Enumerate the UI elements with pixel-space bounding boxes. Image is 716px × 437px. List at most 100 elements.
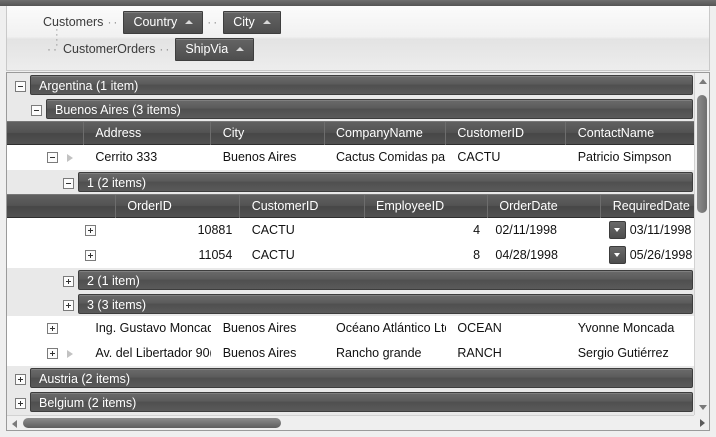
sort-ascending-icon	[262, 20, 271, 24]
table-row[interactable]: 11054 CACTU 8 04/28/1998 05/26/1998	[7, 243, 694, 268]
plus-box-icon[interactable]	[47, 348, 58, 359]
horizontal-scrollbar[interactable]	[7, 415, 694, 430]
group-row-shipvia-3: 3 (3 items)	[7, 292, 694, 316]
cell-requireddate: 05/26/1998	[629, 248, 693, 262]
outer-column-header-companyname[interactable]: CompanyName	[328, 122, 447, 145]
cell-city: Buenos Aires	[222, 150, 297, 164]
group-header-belgium[interactable]: Belgium (2 items)	[30, 392, 693, 412]
minus-box-icon[interactable]	[47, 152, 58, 163]
cell-contactname: Patricio Simpson	[577, 150, 672, 164]
group-field-country-label: Country	[133, 15, 178, 29]
scroll-right-arrow-icon[interactable]	[700, 419, 705, 427]
cell-orderdate: 04/28/1998	[495, 248, 558, 262]
group-connector-dots: ··	[107, 15, 120, 29]
minus-box-icon[interactable]	[63, 178, 74, 189]
horizontal-scroll-thumb[interactable]	[23, 418, 281, 428]
group-row-country-brazil: Brazil (9 items)	[7, 414, 694, 415]
cell-customerid: OCEAN	[457, 321, 502, 335]
group-row-shipvia-1: 1 (2 items)	[7, 170, 694, 194]
cell-companyname: Cactus Comidas para	[336, 150, 447, 164]
data-grid-body: Argentina (1 item) Buenos Aires (3 items…	[7, 73, 694, 415]
group-header-buenos-aires[interactable]: Buenos Aires (3 items)	[46, 99, 693, 119]
group-field-shipvia-label: ShipVia	[185, 42, 229, 56]
minus-box-icon[interactable]	[31, 105, 42, 116]
outer-column-header-customerid[interactable]: CustomerID	[449, 122, 567, 145]
plus-box-icon[interactable]	[85, 250, 96, 261]
row-indicator-cell	[78, 218, 116, 242]
plus-box-icon[interactable]	[47, 323, 58, 334]
group-header-shipvia-1[interactable]: 1 (2 items)	[78, 172, 693, 192]
group-header-shipvia-3[interactable]: 3 (3 items)	[78, 294, 693, 314]
group-row-country-austria: Austria (2 items)	[7, 366, 694, 390]
data-grid: Argentina (1 item) Buenos Aires (3 items…	[6, 72, 710, 431]
table-row[interactable]: 10881 CACTU 4 02/11/1998 03/11/1998	[7, 218, 694, 243]
group-row-country-argentina: Argentina (1 item)	[7, 73, 694, 97]
group-row-city-buenos-aires: Buenos Aires (3 items)	[7, 97, 694, 121]
cell-requireddate-wrap[interactable]: 05/26/1998	[605, 243, 694, 267]
scrollbar-corner	[694, 415, 709, 430]
group-row-customers: Customers ·· Country ·· City	[43, 10, 281, 34]
group-field-city[interactable]: City	[223, 10, 281, 34]
group-field-shipvia[interactable]: ShipVia	[175, 37, 255, 61]
group-header-shipvia-2[interactable]: 2 (1 item)	[78, 270, 693, 290]
outer-column-header-contactname[interactable]: ContactName	[570, 122, 694, 145]
scroll-down-arrow-icon[interactable]	[699, 405, 707, 410]
cell-employeeid: 8	[473, 248, 481, 262]
cell-employeeid: 4	[473, 223, 481, 237]
group-row-country-belgium: Belgium (2 items)	[7, 390, 694, 414]
inner-column-header-row: OrderID CustomerID EmployeeID OrderDate …	[7, 194, 694, 218]
inner-column-header-requireddate[interactable]: RequiredDate	[605, 195, 694, 218]
plus-box-icon[interactable]	[63, 300, 74, 311]
cell-requireddate: 03/11/1998	[629, 223, 692, 237]
group-row-shipvia-2: 2 (1 item)	[7, 268, 694, 292]
cell-address: Cerrito 333	[95, 150, 158, 164]
cell-address: Ing. Gustavo Moncad	[95, 321, 212, 335]
cell-customerid: CACTU	[457, 150, 501, 164]
plus-box-icon[interactable]	[85, 225, 96, 236]
cell-companyname: Rancho grande	[336, 346, 422, 360]
row-triangle-icon	[67, 154, 73, 162]
vertical-scrollbar[interactable]	[694, 73, 709, 415]
group-header-austria[interactable]: Austria (2 items)	[30, 368, 693, 388]
group-header-argentina[interactable]: Argentina (1 item)	[30, 75, 693, 95]
minus-box-icon[interactable]	[15, 81, 26, 92]
chevron-down-icon[interactable]	[608, 220, 626, 239]
cell-orderid: 10881	[197, 223, 233, 237]
cell-contactname: Yvonne Moncada	[577, 321, 675, 335]
group-by-panel: · · · · Customers ·· Country ·· City ·· Cus…	[6, 6, 710, 71]
scroll-left-arrow-icon[interactable]	[12, 420, 17, 428]
group-connector-dots: ··	[47, 42, 59, 56]
cell-customerid: CACTU	[251, 223, 295, 237]
outer-column-header-address[interactable]: Address	[87, 122, 212, 145]
group-field-country[interactable]: Country	[123, 10, 204, 34]
row-indicator-cell	[78, 243, 116, 267]
plus-box-icon[interactable]	[15, 374, 26, 385]
group-connector-dots: ··	[159, 42, 172, 56]
window-top-strip	[0, 0, 716, 6]
cell-requireddate-wrap[interactable]: 03/11/1998	[605, 218, 694, 242]
chevron-down-icon[interactable]	[608, 245, 626, 264]
group-connector-dots: ··	[207, 15, 220, 29]
table-row[interactable]: Ing. Gustavo Moncad Buenos Aires Océano …	[7, 316, 694, 341]
cell-orderid: 11054	[198, 248, 233, 262]
inner-column-header-orderid[interactable]: OrderID	[119, 195, 241, 218]
row-triangle-icon	[67, 350, 73, 358]
outer-column-header-row: Address City CompanyName CustomerID Cont…	[7, 121, 694, 145]
table-row[interactable]: Cerrito 333 Buenos Aires Cactus Comidas …	[7, 145, 694, 170]
group-field-city-label: City	[233, 15, 255, 29]
scroll-up-arrow-icon[interactable]	[699, 79, 707, 84]
plus-box-icon[interactable]	[15, 398, 26, 409]
inner-column-header-customerid[interactable]: CustomerID	[244, 195, 365, 218]
table-row[interactable]: Av. del Libertador 90( Buenos Aires Ranc…	[7, 341, 694, 366]
inner-column-header-employeeid[interactable]: EmployeeID	[368, 195, 489, 218]
cell-customerid: RANCH	[457, 346, 502, 360]
vertical-scroll-thumb[interactable]	[697, 95, 707, 213]
group-connector-dots-vertical: · · · ·	[55, 24, 59, 51]
outer-column-header-city[interactable]: City	[215, 122, 325, 145]
plus-box-icon[interactable]	[63, 276, 74, 287]
sort-ascending-icon	[185, 20, 194, 24]
inner-column-header-indicator	[78, 195, 116, 218]
inner-column-header-orderdate[interactable]: OrderDate	[491, 195, 602, 218]
cell-address: Av. del Libertador 90(	[95, 346, 212, 360]
